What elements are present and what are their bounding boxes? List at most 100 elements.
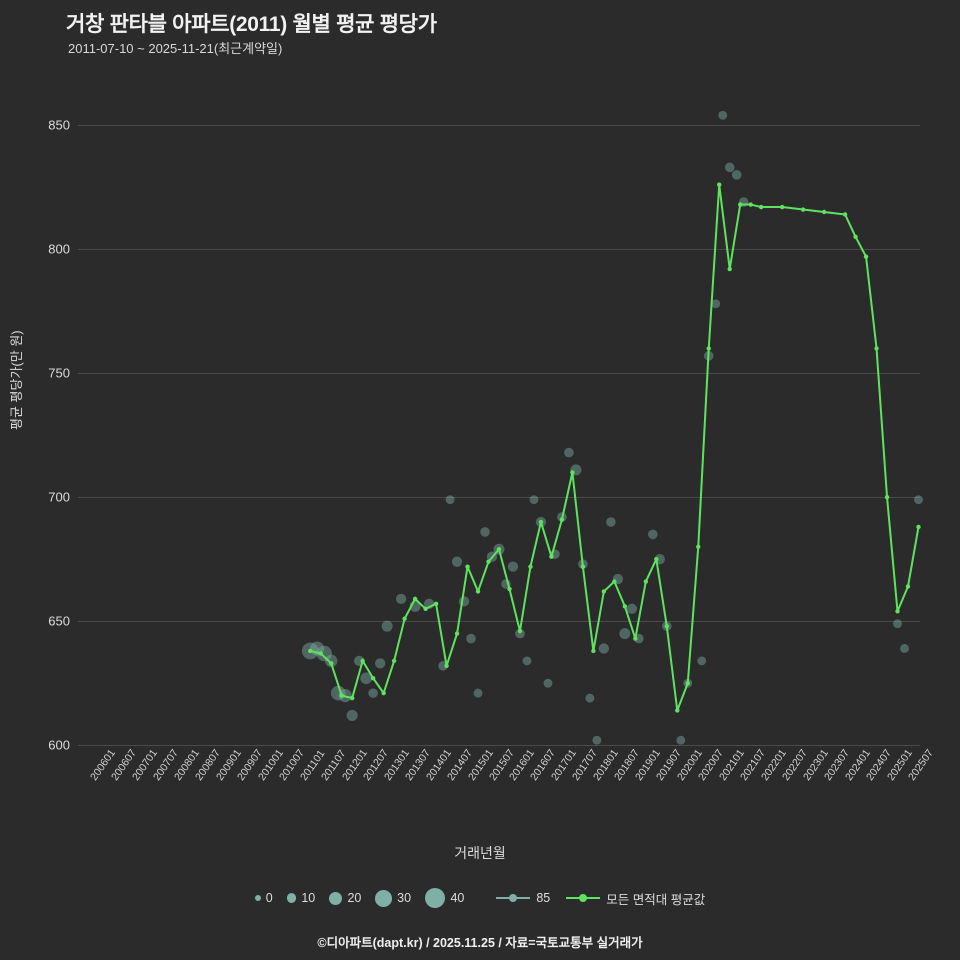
bubble-swatch bbox=[329, 891, 343, 905]
bubble-size-legend-item: 10 bbox=[286, 891, 316, 906]
y-axis-tick-label: 850 bbox=[48, 117, 70, 133]
average-point bbox=[654, 557, 659, 562]
bubble-point bbox=[585, 693, 595, 703]
bubble-swatch bbox=[375, 889, 393, 907]
footer-credit: ©디아파트(dapt.kr) / 2025.11.25 / 자료=국토교통부 실… bbox=[317, 936, 643, 950]
average-point bbox=[633, 636, 638, 641]
series-legend-item[interactable]: 모든 면적대 평균값 bbox=[566, 889, 705, 908]
gridline bbox=[78, 621, 920, 623]
bubble-point bbox=[619, 628, 631, 640]
average-point bbox=[664, 623, 669, 629]
bubble-point bbox=[676, 735, 686, 745]
average-point bbox=[549, 554, 554, 559]
bubble-point bbox=[458, 596, 470, 607]
bubble-point bbox=[480, 527, 490, 537]
average-point bbox=[486, 559, 491, 564]
bubble-size-legend: 0 10 20 30 40 bbox=[254, 888, 475, 909]
average-point bbox=[800, 207, 806, 212]
series-legend: 85 모든 면적대 평균값 bbox=[496, 889, 705, 908]
y-axis-label: 평균 평당가(만 원) bbox=[9, 330, 24, 430]
average-point bbox=[643, 579, 649, 584]
bubble-point bbox=[900, 644, 909, 653]
average-point bbox=[570, 470, 575, 475]
bubble-point bbox=[395, 593, 407, 605]
bubble-point bbox=[697, 656, 707, 666]
bubble-point bbox=[893, 619, 902, 629]
series-layer bbox=[301, 110, 923, 745]
average-point bbox=[706, 346, 711, 351]
average-point bbox=[696, 544, 701, 549]
gridline bbox=[78, 249, 920, 251]
bubble-point bbox=[522, 656, 532, 666]
average-point bbox=[874, 346, 879, 351]
bubble-point bbox=[473, 688, 483, 698]
average-point bbox=[308, 648, 313, 654]
gridline bbox=[78, 745, 920, 747]
x-axis-label: 거래년월 bbox=[454, 845, 506, 861]
bubble-swatch bbox=[425, 888, 446, 909]
bubble-point bbox=[606, 517, 616, 527]
average-point bbox=[360, 658, 365, 664]
average-point bbox=[528, 564, 533, 569]
average-point bbox=[580, 564, 586, 569]
bubble-size-legend-item: 40 bbox=[425, 888, 465, 909]
average-point bbox=[863, 254, 869, 259]
bubble-point bbox=[316, 645, 332, 662]
gridline bbox=[78, 373, 920, 375]
gridline bbox=[78, 125, 920, 127]
bubble-swatch bbox=[286, 893, 297, 903]
average-point bbox=[748, 202, 753, 207]
bubble-point bbox=[564, 447, 574, 458]
average-point bbox=[895, 609, 900, 614]
average-point bbox=[381, 690, 386, 696]
bubble-size-label: 20 bbox=[347, 891, 362, 906]
average-point bbox=[738, 202, 743, 207]
bubble-point bbox=[543, 678, 553, 688]
bubble-point bbox=[711, 299, 721, 309]
y-axis-tick-label: 650 bbox=[48, 613, 70, 629]
bubble-point bbox=[360, 672, 373, 685]
average-point bbox=[601, 589, 607, 594]
y-axis-tick-label: 600 bbox=[48, 737, 70, 753]
average-line bbox=[309, 183, 920, 712]
plot-area: 600 650 700 750 800 850 bbox=[48, 88, 923, 770]
average-point bbox=[884, 495, 890, 500]
bubble-point bbox=[374, 658, 386, 669]
average-point bbox=[318, 651, 323, 656]
average-point bbox=[612, 579, 617, 584]
average-point bbox=[507, 586, 512, 592]
bubble-size-label: 40 bbox=[450, 891, 465, 906]
bubble-point bbox=[626, 603, 638, 614]
series-legend-item[interactable]: 85 bbox=[496, 891, 550, 905]
average-point bbox=[454, 631, 460, 636]
series-legend-label: 모든 면적대 평균값 bbox=[606, 892, 706, 907]
bubble-point bbox=[529, 495, 539, 505]
bubble-point bbox=[346, 709, 358, 721]
bubble-size-label: 30 bbox=[397, 891, 412, 906]
series-legend-label: 85 bbox=[536, 891, 551, 906]
gridline bbox=[78, 497, 920, 499]
average-point bbox=[717, 182, 722, 187]
x-axis-ticks: 200601 200607 200701 200707 200801 200807 2009… bbox=[78, 747, 936, 836]
average-point bbox=[423, 606, 428, 611]
bubble-point bbox=[718, 110, 728, 120]
average-point bbox=[675, 708, 680, 713]
average-point bbox=[905, 584, 911, 589]
bubble-point bbox=[445, 495, 455, 505]
bubble-point bbox=[381, 620, 393, 632]
bubble-point bbox=[648, 529, 658, 540]
average-point bbox=[559, 517, 565, 522]
average-point bbox=[496, 547, 502, 552]
bubble-size-label: 0 bbox=[265, 891, 273, 906]
series-swatch bbox=[566, 892, 601, 904]
average-point bbox=[391, 658, 397, 664]
average-point bbox=[916, 524, 921, 530]
page-subtitle: 2011-07-10 ~ 2025-11-21(최근계약일) bbox=[68, 41, 283, 56]
bubble-point bbox=[451, 556, 463, 567]
average-point bbox=[758, 204, 764, 210]
page-title: 거창 판타블 아파트(2011) 월별 평균 평당가 bbox=[66, 13, 437, 36]
bubble-size-label: 10 bbox=[301, 891, 316, 906]
average-point bbox=[370, 676, 376, 681]
bubble-point bbox=[592, 735, 602, 745]
